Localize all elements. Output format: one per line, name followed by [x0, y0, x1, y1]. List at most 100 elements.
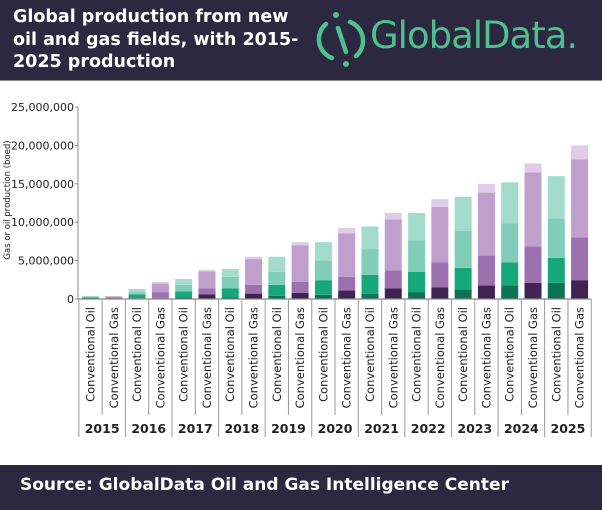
category-label: Conventional Gas: [526, 307, 540, 408]
bar-segment: [571, 159, 589, 238]
bar-segment: [291, 281, 309, 293]
category-label: Conventional Gas: [107, 307, 121, 408]
category-label: Conventional Gas: [153, 307, 167, 408]
bar-segment: [501, 262, 519, 286]
category-label: Conventional Gas: [293, 307, 307, 408]
bar-segment: [384, 288, 402, 299]
bar-segment: [245, 284, 263, 294]
bar-segment: [198, 288, 216, 295]
bar-segment: [338, 227, 356, 234]
bar-segment: [571, 280, 589, 299]
bar-segment: [314, 294, 332, 299]
y-tick-label: 15,000,000: [11, 178, 74, 191]
bar-segment: [291, 242, 309, 246]
bar-segment: [268, 256, 286, 272]
category-label: Conventional Oil: [549, 307, 563, 402]
y-tick-label: 25,000,000: [11, 101, 74, 114]
bar-segment: [338, 276, 356, 291]
year-label: 2017: [178, 421, 213, 436]
bar-segment: [221, 269, 239, 277]
bar-segment: [547, 176, 565, 219]
bar-segment: [361, 249, 379, 275]
y-tick-label: 10,000,000: [11, 216, 74, 229]
bar-segment: [524, 246, 542, 283]
bar-segment: [128, 292, 146, 295]
year-label: 2025: [551, 421, 586, 436]
bar-segment: [82, 297, 99, 299]
chart-title: Global production from new oil and gas f…: [13, 7, 299, 72]
year-label: 2020: [318, 421, 353, 436]
y-tick-label: 5,000,000: [18, 255, 74, 268]
bar-segment: [338, 290, 356, 299]
bar-segment: [477, 285, 495, 299]
bar-segment: [431, 287, 449, 299]
bar-segment: [501, 223, 519, 263]
source-text: Source: GlobalData Oil and Gas Intellige…: [20, 475, 509, 495]
bar-segment: [221, 276, 239, 289]
bar-segment: [128, 294, 146, 299]
bar-segment: [524, 163, 542, 173]
bar-segment: [105, 296, 123, 298]
year-label: 2019: [271, 421, 306, 436]
bar-segment: [408, 292, 426, 299]
chart: 0 5,000,000 10,000,000 15,000,000 20,000,000…: [3, 101, 592, 437]
bar-segment: [501, 182, 519, 224]
bar-segment: [151, 292, 169, 299]
bar-segment: [151, 283, 169, 293]
category-label: Conventional Gas: [479, 307, 493, 408]
bar-segment: [175, 291, 193, 298]
bar-segment: [175, 297, 193, 299]
footer: Source: GlobalData Oil and Gas Intellige…: [0, 465, 602, 510]
bar-segment: [338, 233, 356, 277]
bar-segment: [268, 284, 286, 296]
category-label: Conventional Oil: [503, 307, 517, 402]
year-label: 2018: [224, 421, 259, 436]
bar-segment: [175, 279, 193, 285]
category-label: Conventional Gas: [200, 307, 214, 408]
bar-segment: [477, 255, 495, 286]
header: Global production from new oil and gas f…: [0, 0, 602, 81]
bar-segment: [245, 259, 263, 285]
bar-segment: [408, 240, 426, 272]
bar-segment: [245, 256, 263, 260]
bar-segment: [198, 269, 216, 272]
bar-segment: [431, 199, 449, 207]
bar-segment: [291, 245, 309, 282]
category-label: Conventional Oil: [270, 307, 284, 402]
bar-segment: [291, 292, 309, 299]
bar-segment: [268, 295, 286, 299]
bar-segment: [82, 296, 99, 298]
bar-segment: [431, 262, 449, 288]
year-label: 2015: [85, 421, 120, 436]
year-label: 2021: [364, 421, 399, 436]
bar-segment: [501, 285, 519, 299]
bar-segment: [198, 271, 216, 289]
bar-segment: [82, 295, 99, 297]
bar-segment: [221, 288, 239, 298]
bar-segment: [384, 212, 402, 220]
bar-segment: [268, 271, 286, 285]
bar-segment: [477, 192, 495, 256]
category-label: Conventional Oil: [363, 307, 377, 402]
bar-segment: [245, 293, 263, 299]
bar-segment: [221, 297, 239, 299]
y-tick-label: 0: [67, 293, 74, 306]
bar-segment: [151, 282, 169, 284]
bar-segment: [454, 196, 472, 231]
bar-segment: [454, 230, 472, 268]
bar-segment: [314, 242, 332, 261]
bar-segment: [384, 270, 402, 289]
bar-segment: [128, 289, 146, 293]
y-tick-label: 20,000,000: [11, 139, 74, 152]
bar-segment: [477, 183, 495, 193]
bar-segment: [175, 284, 193, 292]
category-label: Conventional Oil: [84, 307, 98, 402]
category-label: Conventional Gas: [386, 307, 400, 408]
bar-segment: [198, 294, 216, 299]
bar-segment: [431, 206, 449, 263]
y-axis-label: Gas or oil production (boed): [3, 140, 13, 259]
globaldata-logo-icon: [316, 12, 366, 67]
bar-segment: [408, 212, 426, 241]
year-label: 2016: [131, 421, 166, 436]
bar-segment: [408, 271, 426, 293]
